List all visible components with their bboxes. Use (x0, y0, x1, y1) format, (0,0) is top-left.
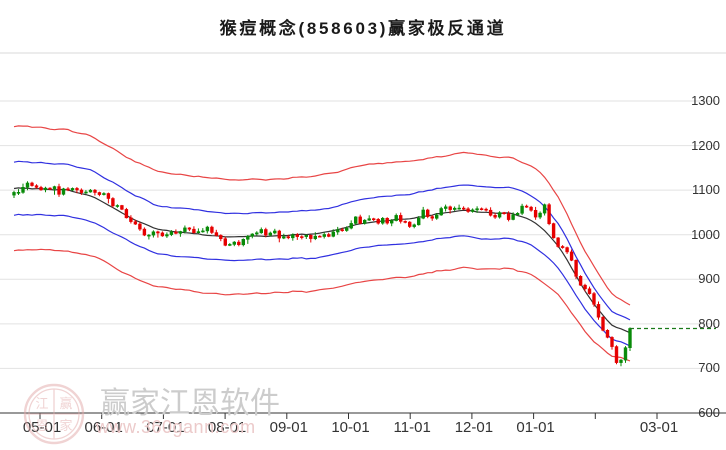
svg-text:赢家江恩软件: 赢家江恩软件 (100, 387, 280, 420)
svg-text:赢: 赢 (59, 396, 72, 411)
svg-text:www.360gann.com: www.360gann.com (95, 417, 256, 437)
svg-text:家: 家 (59, 418, 72, 433)
svg-text:江: 江 (35, 396, 48, 411)
svg-text:恩: 恩 (35, 418, 48, 433)
